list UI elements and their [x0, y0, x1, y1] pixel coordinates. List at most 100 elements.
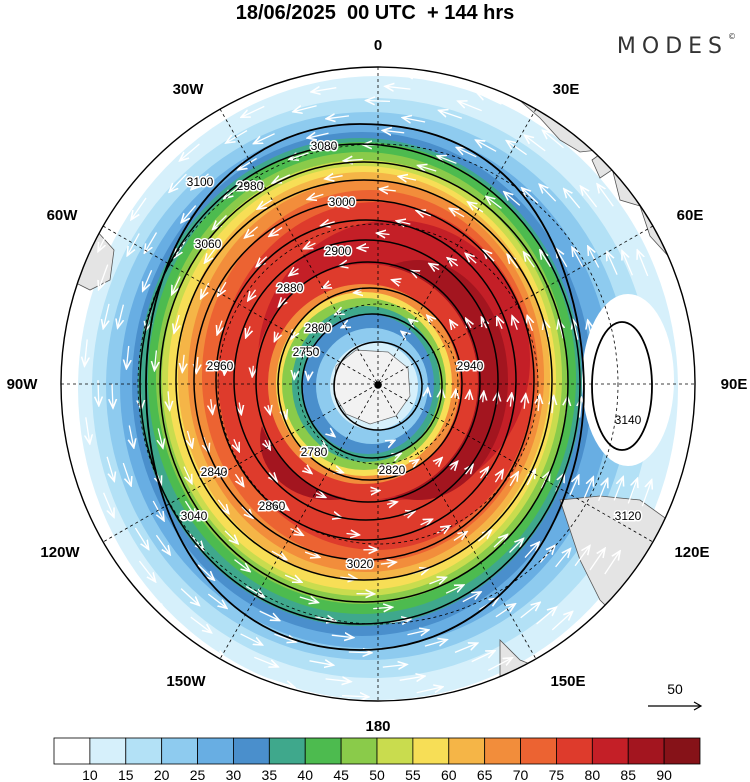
wind-vector — [98, 380, 99, 406]
colorbar-tick-label: 75 — [549, 767, 565, 782]
wind-vector — [504, 192, 521, 206]
wind-vector — [453, 532, 467, 541]
wind-vector — [134, 527, 148, 549]
wind-vector — [632, 324, 636, 350]
colorbar-tick-label: 20 — [154, 767, 170, 782]
wind-vector — [366, 101, 391, 102]
wind-vector — [248, 289, 256, 301]
wind-vector — [449, 208, 465, 218]
wind-vector — [420, 519, 433, 525]
wind-vector — [336, 470, 344, 473]
wind-vector — [290, 529, 304, 536]
contour-2960 — [193, 199, 535, 561]
antarctica — [333, 349, 411, 425]
lon-label-180: 180 — [365, 718, 390, 735]
wind-vector — [196, 356, 198, 373]
colorbar-swatch — [89, 737, 127, 765]
colorbar-tick-label: 90 — [656, 767, 672, 782]
wind-vector — [507, 254, 519, 269]
wind-vector — [416, 211, 432, 216]
wind-vector — [427, 388, 428, 394]
wind-vector — [326, 116, 350, 119]
contour-3140 — [591, 321, 653, 451]
wind-vector — [99, 264, 109, 290]
contour-3100 — [145, 123, 585, 651]
wind-vector — [621, 400, 623, 425]
wind-vector — [602, 320, 607, 343]
wind-vector — [321, 222, 335, 226]
wind-vector — [382, 665, 407, 668]
wind-vector — [131, 197, 147, 220]
wind-vector — [217, 320, 222, 335]
wind-vector — [197, 564, 214, 580]
wind-vector — [239, 402, 241, 415]
wind-vector — [510, 393, 511, 407]
wind-vector — [617, 320, 622, 345]
colorbar-swatch — [663, 737, 701, 765]
wind-vector — [506, 141, 527, 156]
lon-label-120e: 120E — [674, 544, 709, 561]
wind-vector — [342, 696, 369, 697]
wind-vector — [580, 398, 582, 418]
reference-vector: 50 — [648, 681, 703, 711]
wind-vector — [211, 399, 213, 414]
colorbar-swatch — [125, 737, 163, 765]
colorbar-swatch — [412, 737, 450, 765]
wind-vector — [551, 612, 572, 631]
colorbar-swatch — [591, 737, 629, 765]
wind-vector — [234, 438, 239, 451]
wind-vector — [271, 550, 287, 559]
wind-vector — [385, 86, 411, 89]
wind-vector — [184, 500, 196, 518]
wind-vector — [86, 417, 90, 444]
wind-vector — [307, 133, 329, 138]
wind-vector — [118, 304, 124, 328]
wind-vector — [471, 651, 495, 663]
wind-vector — [445, 585, 464, 594]
graticule — [61, 67, 695, 701]
wind-vector — [325, 176, 343, 179]
wind-vector — [182, 354, 184, 373]
wind-vector — [597, 479, 608, 501]
contour-2860 — [233, 239, 499, 521]
colorbar: 10 15 20 25 30 35 40 45 50 55 60 65 70 75 80 85 90 — [53, 737, 701, 782]
wind-vector — [641, 480, 651, 507]
wind-vector — [402, 118, 426, 122]
wind-vector — [188, 430, 193, 448]
wind-vector — [569, 475, 579, 495]
wind-vector — [145, 592, 165, 613]
wind-vector — [180, 588, 199, 606]
wind-vector — [487, 658, 512, 671]
wind-vector — [245, 585, 264, 597]
wind-vector — [466, 318, 471, 328]
wind-vector — [311, 88, 337, 92]
wind-vector — [538, 395, 540, 412]
wind-vector — [524, 542, 539, 559]
wind-vector — [572, 247, 584, 268]
wind-vector — [294, 372, 295, 379]
wind-vector — [269, 473, 277, 482]
wind-vector — [497, 316, 502, 330]
contour-label: 3140 — [615, 413, 642, 427]
wind-vector — [526, 469, 535, 486]
wind-vector — [481, 467, 489, 479]
wind-vector — [322, 284, 330, 288]
wind-vector — [371, 490, 380, 491]
wind-vector — [103, 492, 114, 518]
reference-vector-label: 50 — [667, 681, 683, 697]
wind-vector — [386, 502, 397, 504]
wind-vector — [76, 454, 85, 481]
colorbar-tick-label: 80 — [585, 767, 601, 782]
wind-vector — [344, 159, 363, 160]
wind-vector — [325, 679, 351, 682]
wind-vector — [588, 320, 593, 342]
wind-vector — [192, 115, 215, 132]
wind-vector — [289, 153, 309, 160]
wind-vector — [439, 110, 463, 119]
wind-vector — [268, 678, 295, 687]
wind-vector — [456, 148, 477, 158]
wind-vector — [469, 390, 470, 401]
contour-label: 3060 — [195, 237, 222, 251]
wind-vector — [127, 233, 140, 256]
wind-vector — [357, 248, 369, 249]
